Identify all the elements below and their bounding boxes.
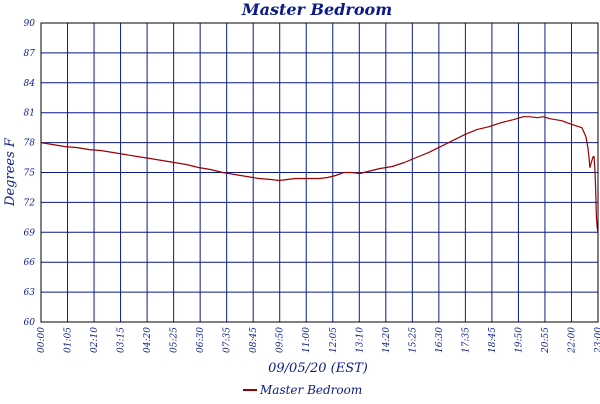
x-tick-label: 23:00 [594,327,600,354]
chart-title: Master Bedroom [241,0,392,19]
legend: Master Bedroom [243,383,362,397]
x-tick-label: 17:35 [461,327,471,353]
series-layer [40,116,599,233]
y-tick-label: 75 [24,169,36,179]
legend-label: Master Bedroom [259,383,362,397]
y-axis-ticks: 60 63 66 69 72 75 78 81 84 87 90 [24,19,36,328]
x-tick-label: 12:05 [329,327,339,353]
y-tick-label: 78 [24,139,36,149]
y-tick-label: 87 [24,49,36,59]
y-tick-label: 69 [24,228,36,238]
x-tick-label: 15:25 [408,327,418,353]
x-tick-label: 11:00 [302,327,312,353]
y-tick-label: 72 [24,198,36,208]
y-tick-label: 66 [24,258,36,268]
x-tick-label: 16:30 [435,327,445,353]
x-tick-label: 14:20 [382,327,392,353]
x-axis-ticks: 00:00 01:05 02:10 03:15 04:20 05:25 06:30 07:35… [37,327,600,354]
y-tick-label: 90 [24,19,36,29]
y-tick-label: 63 [24,288,36,298]
y-tick-label: 60 [24,318,36,328]
x-tick-label: 22:00 [567,327,577,354]
plot-area-frame [40,22,599,323]
x-tick-label: 13:10 [355,327,365,353]
x-tick-label: 06:30 [196,327,206,353]
y-tick-label: 81 [24,109,35,119]
x-tick-label: 01:05 [64,327,74,353]
y-tick-label: 84 [24,79,36,89]
x-tick-label: 08:45 [249,327,259,353]
x-axis-title: 09/05/20 (EST) [268,361,368,376]
grid [40,22,599,323]
x-tick-label: 05:25 [170,327,180,353]
series-line [40,116,599,233]
x-tick-label: 00:00 [37,327,47,353]
x-tick-label: 09:50 [276,327,286,353]
x-tick-label: 18:45 [488,327,498,353]
x-tick-label: 02:10 [90,327,100,353]
x-tick-label: 20:55 [541,327,551,354]
x-tick-label: 03:15 [117,327,127,353]
x-tick-label: 07:35 [223,327,233,353]
x-tick-label: 04:20 [143,327,153,353]
y-axis-title: Degrees F [3,137,18,207]
x-tick-label: 19:50 [514,327,524,353]
